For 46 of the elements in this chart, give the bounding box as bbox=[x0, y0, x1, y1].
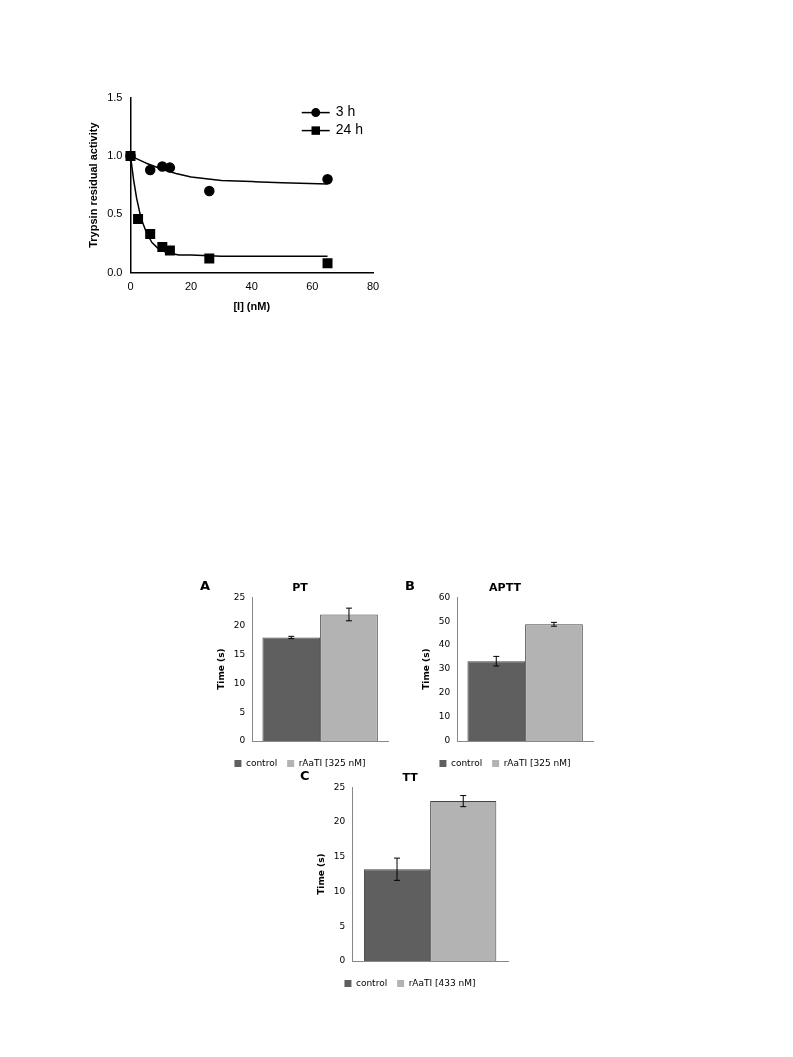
text: C bbox=[300, 767, 310, 783]
y-tick-label: 5 bbox=[239, 706, 246, 717]
y-tick-label: 10 bbox=[438, 711, 451, 722]
x-axis-title: [I] (nM) bbox=[233, 300, 271, 313]
y-tick-label: 15 bbox=[233, 649, 246, 660]
y-tick-label: 15 bbox=[333, 851, 346, 862]
y-tick-label: 20 bbox=[233, 620, 246, 631]
y-tick-label: 0.5 bbox=[107, 207, 123, 220]
y-tick-label: 50 bbox=[438, 615, 451, 626]
x-tick-label: 60 bbox=[306, 280, 319, 293]
chart-title: PT bbox=[292, 581, 309, 595]
y-tick-label: 0 bbox=[239, 735, 246, 746]
y-tick-label: 1.0 bbox=[107, 148, 123, 161]
text: B bbox=[405, 577, 415, 593]
legend-label: control bbox=[450, 757, 483, 768]
y-tick-label: 0 bbox=[444, 735, 451, 746]
text: A bbox=[200, 577, 211, 593]
chart-title: APTT bbox=[489, 581, 522, 595]
y-tick-label: 25 bbox=[233, 591, 246, 602]
legend-label: rAaTI [325 nM] bbox=[298, 757, 366, 768]
legend-label: rAaTI [433 nM] bbox=[408, 977, 476, 988]
legend-label: 3 h bbox=[335, 103, 356, 120]
x-tick-label: 20 bbox=[184, 280, 198, 293]
x-tick-label: 0 bbox=[127, 280, 134, 293]
y-axis-title: Time (s) bbox=[215, 648, 226, 690]
x-tick-label: 80 bbox=[366, 280, 380, 293]
y-axis-title: Time (s) bbox=[315, 853, 326, 895]
y-tick-label: 20 bbox=[333, 816, 346, 827]
y-tick-label: 60 bbox=[438, 591, 451, 602]
y-tick-label: 20 bbox=[438, 687, 451, 698]
y-tick-label: 30 bbox=[438, 663, 451, 674]
y-tick-label: 25 bbox=[333, 781, 346, 792]
y-tick-label: 10 bbox=[233, 677, 246, 688]
y-tick-label: 1.5 bbox=[107, 90, 123, 103]
legend-label: 24 h bbox=[335, 121, 363, 138]
y-tick-label: 0 bbox=[339, 955, 346, 966]
y-tick-label: 10 bbox=[333, 885, 346, 896]
y-axis-title: Time (s) bbox=[420, 648, 431, 690]
legend-label: control bbox=[245, 757, 278, 768]
y-axis-title: Trypsin residual activity bbox=[86, 121, 99, 248]
y-tick-label: 0.0 bbox=[107, 265, 123, 278]
y-tick-label: 40 bbox=[438, 639, 451, 650]
y-tick-label: 5 bbox=[339, 920, 346, 931]
legend-label: control bbox=[355, 977, 388, 988]
chart-title: TT bbox=[402, 771, 419, 785]
legend-label: rAaTI [325 nM] bbox=[503, 757, 571, 768]
